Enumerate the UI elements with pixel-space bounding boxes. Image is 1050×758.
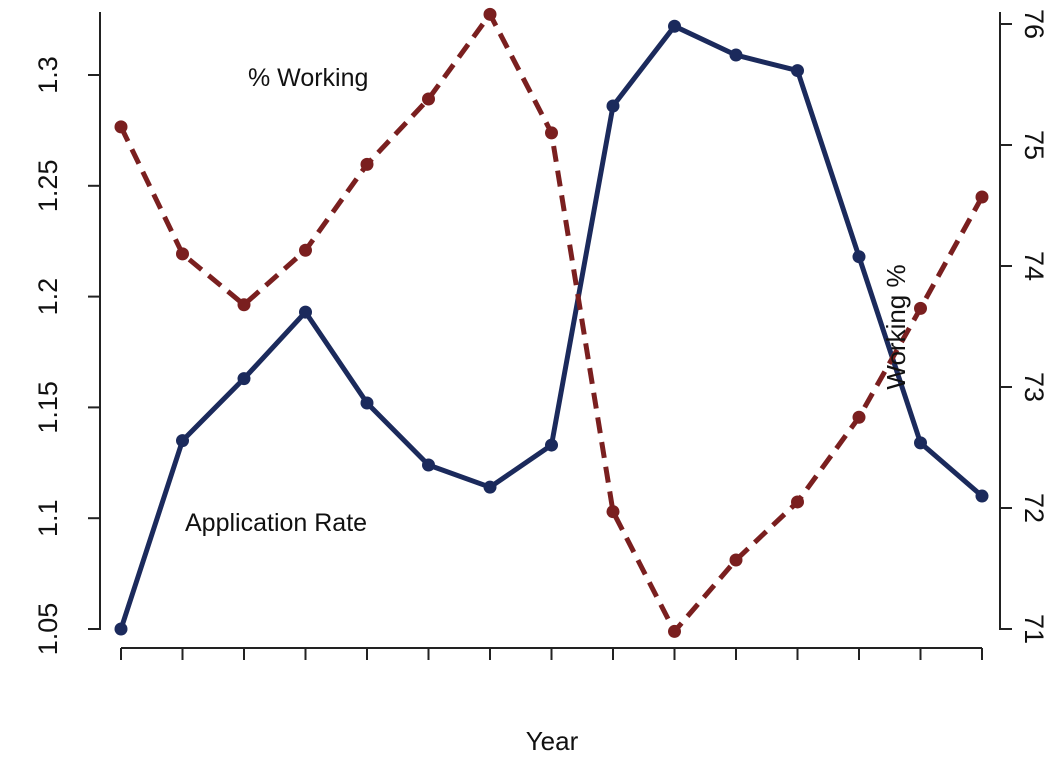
working-percent-point — [914, 301, 927, 315]
application-rate-point — [852, 250, 866, 264]
series-layer — [114, 7, 989, 638]
right-y-tick-label: 73 — [1019, 372, 1049, 402]
application-rate-point — [299, 305, 312, 319]
right-y-tick-label: 75 — [1019, 130, 1049, 160]
left-y-tick-label: 1.1 — [33, 499, 63, 537]
working-percent-point — [237, 298, 251, 312]
working-percent-point — [791, 495, 804, 509]
application-rate-point — [729, 48, 743, 62]
working-percent-point — [545, 126, 558, 140]
right-y-tick-label: 72 — [1019, 493, 1049, 523]
working-percent-point — [299, 243, 312, 257]
application-rate-point — [606, 99, 620, 113]
working-percent-point — [483, 7, 497, 21]
left-y-tick-label: 1.05 — [33, 603, 63, 656]
working-percent-point — [176, 247, 189, 261]
annotation-application-rate: Application Rate — [185, 509, 367, 537]
application-rate-point — [914, 436, 927, 450]
application-rate-point — [176, 434, 189, 448]
right-y-tick-label: 74 — [1019, 251, 1049, 281]
left-y-tick-label: 1.2 — [33, 278, 63, 316]
application-rate-point — [668, 19, 681, 33]
application-rate-point — [545, 438, 558, 452]
application-rate-point — [360, 396, 374, 410]
working-percent-point — [360, 157, 374, 171]
working-percent-point — [852, 410, 866, 424]
right-y-tick-label: 76 — [1019, 9, 1049, 39]
working-percent-point — [114, 120, 128, 134]
right-y-tick-label: 71 — [1019, 614, 1049, 644]
left-y-tick-label: 1.15 — [33, 381, 63, 434]
left-y-tick-label: 1.3 — [33, 56, 63, 94]
annotation-working: % Working — [248, 64, 368, 92]
application-rate-point — [975, 489, 989, 503]
application-rate-line — [118, 23, 984, 630]
working-percent-point — [668, 624, 681, 638]
application-rate-point — [791, 64, 804, 78]
left-y-tick-label: 1.25 — [33, 160, 63, 213]
application-rate-point — [422, 458, 435, 472]
application-rate-point — [237, 372, 251, 386]
working-percent-point — [729, 553, 743, 567]
application-rate-point — [483, 480, 497, 494]
left-y-ticks: 1.05 1.1 1.15 1.2 1.25 1.3 — [33, 56, 100, 655]
right-y-axis-title: Working % — [881, 264, 911, 389]
x-axis-title: Year — [526, 726, 579, 756]
application-rate-point — [114, 622, 128, 636]
working-percent-point — [606, 505, 620, 519]
working-percent-line — [118, 11, 985, 634]
right-y-ticks: 71 72 73 74 75 76 — [1000, 9, 1049, 644]
x-ticks — [120, 648, 983, 660]
working-percent-point — [422, 92, 435, 106]
working-percent-point — [975, 190, 989, 204]
